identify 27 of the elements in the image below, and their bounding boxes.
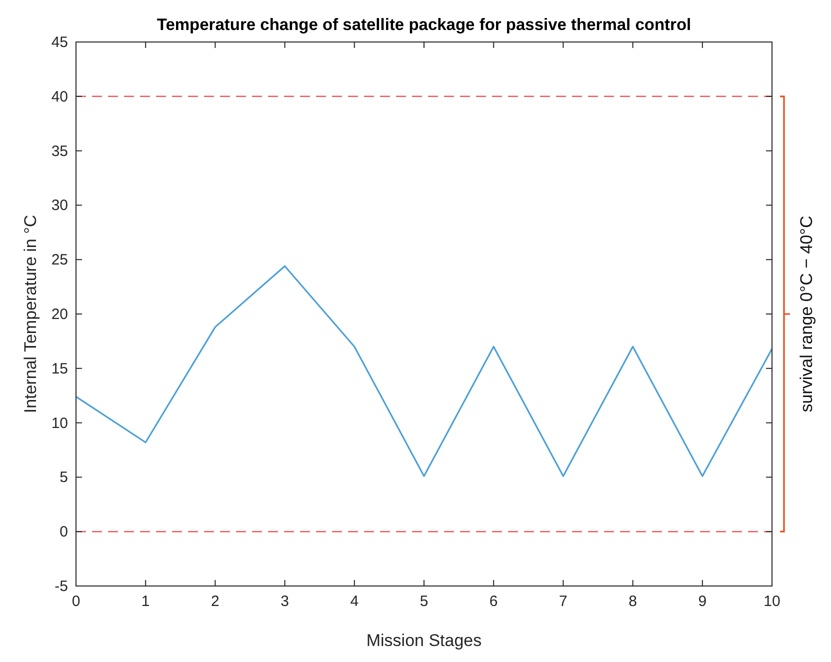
y-tick-label: 40 <box>51 88 68 106</box>
y-tick-label: 0 <box>60 524 68 541</box>
x-tick-label: 6 <box>489 593 498 610</box>
x-axis-title: Mission Stages <box>366 631 482 650</box>
y-tick-label: 15 <box>51 360 68 378</box>
x-tick-label: 9 <box>698 593 707 610</box>
y-axis-title: Internal Temperature in °C <box>21 214 40 414</box>
y-tick-label: 5 <box>60 469 68 486</box>
x-tick-label: 5 <box>420 593 428 610</box>
y-tick-label: 10 <box>51 414 68 432</box>
x-tick-label: 1 <box>141 593 150 610</box>
y-tick-label: 25 <box>51 252 68 269</box>
line-series <box>75 265 773 477</box>
x-tick-label: 4 <box>350 593 359 610</box>
x-tick-label: 7 <box>559 593 568 610</box>
y-tick-label: 35 <box>51 142 68 160</box>
x-tick-label: 8 <box>628 593 637 610</box>
y-tick-label: -5 <box>54 578 68 595</box>
x-tick-label: 2 <box>211 593 220 610</box>
chart-title: Temperature change of satellite package for passive thermal control <box>156 16 692 34</box>
text: survival range 0°C − 40°C <box>797 216 816 412</box>
y-tick-label: 20 <box>51 306 68 323</box>
x-tick-label: 3 <box>280 593 289 610</box>
y-tick-label: 45 <box>51 34 68 51</box>
x-tick-label: 0 <box>72 593 80 610</box>
y-tick-label: 30 <box>51 197 68 214</box>
x-tick-label: 10 <box>764 593 780 610</box>
